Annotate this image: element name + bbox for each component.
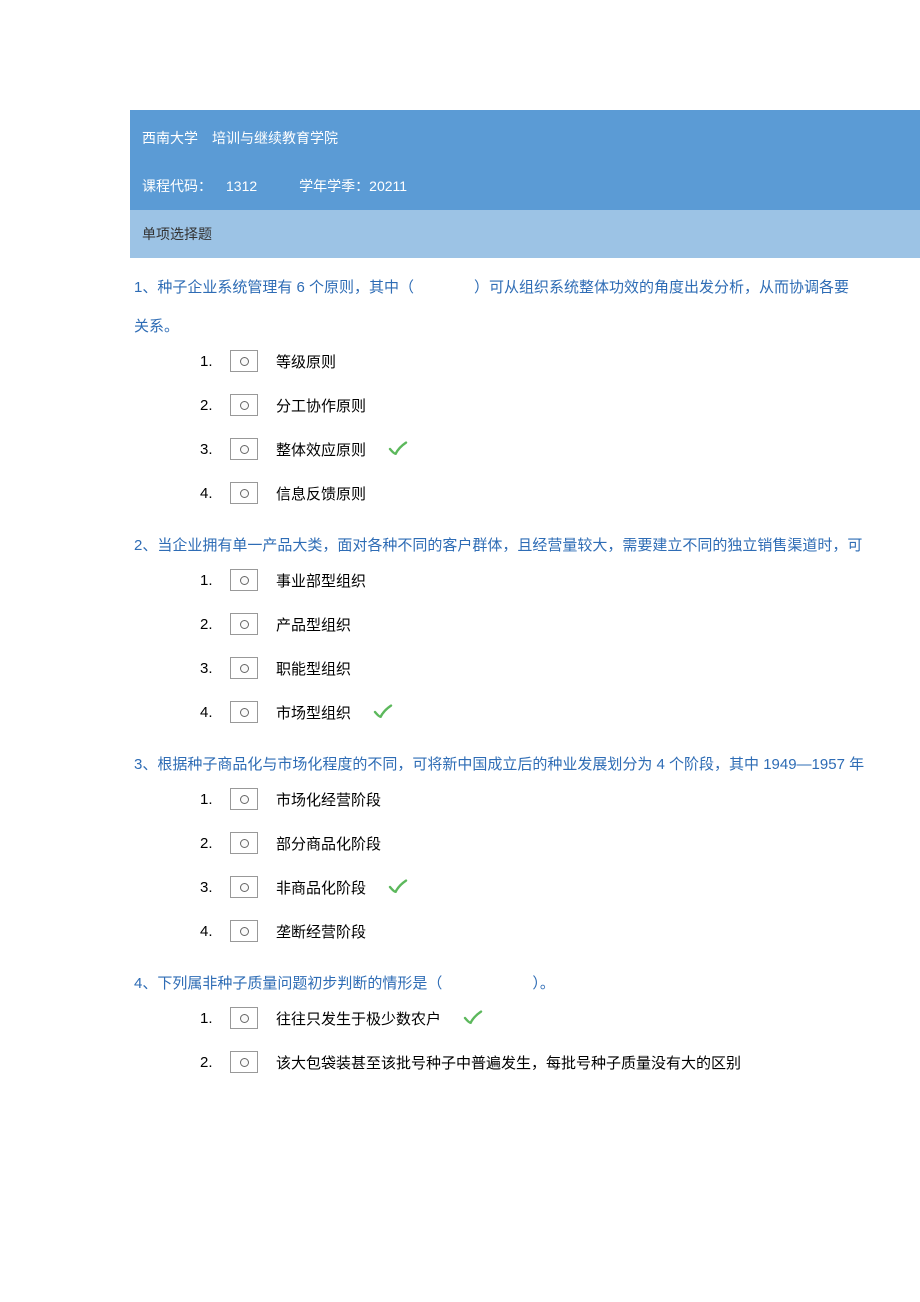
- radio-circle-icon: [240, 839, 249, 848]
- option-row: 2. 产品型组织: [200, 613, 920, 635]
- option-row: 2. 分工协作原则: [200, 394, 920, 416]
- checkmark-icon: [463, 1010, 483, 1026]
- radio-circle-icon: [240, 1058, 249, 1067]
- option-label: 整体效应原则: [276, 439, 366, 460]
- option-number: 4.: [200, 485, 230, 502]
- term-label: 学年学季：: [299, 176, 369, 196]
- option-number: 1.: [200, 353, 230, 370]
- radio-button[interactable]: [230, 832, 258, 854]
- option-number: 4.: [200, 923, 230, 940]
- radio-button[interactable]: [230, 701, 258, 723]
- checkmark-icon: [388, 879, 408, 895]
- options-list: 1. 事业部型组织 2. 产品型组织 3. 职能型组织 4. 市场型组织: [130, 569, 920, 723]
- radio-button[interactable]: [230, 482, 258, 504]
- radio-circle-icon: [240, 883, 249, 892]
- radio-button[interactable]: [230, 438, 258, 460]
- course-code-value: 1312: [226, 178, 257, 194]
- option-label: 职能型组织: [276, 658, 351, 679]
- question-text-line2: 关系。: [130, 307, 920, 346]
- option-label: 产品型组织: [276, 614, 351, 635]
- option-label: 市场型组织: [276, 702, 351, 723]
- option-label: 等级原则: [276, 351, 336, 372]
- question-text: 3、根据种子商品化与市场化程度的不同，可将新中国成立后的种业发展划分为 4 个阶…: [130, 745, 920, 784]
- option-number: 2.: [200, 835, 230, 852]
- section-title: 单项选择题: [142, 224, 212, 244]
- radio-button[interactable]: [230, 350, 258, 372]
- radio-button[interactable]: [230, 657, 258, 679]
- radio-circle-icon: [240, 927, 249, 936]
- course-code-label: 课程代码：: [142, 176, 212, 196]
- radio-button[interactable]: [230, 1051, 258, 1073]
- options-list: 1. 等级原则 2. 分工协作原则 3. 整体效应原则 4. 信息反馈原则: [130, 350, 920, 504]
- radio-circle-icon: [240, 1014, 249, 1023]
- question-text: 4、下列属非种子质量问题初步判断的情形是（ ）。: [130, 964, 920, 1003]
- radio-circle-icon: [240, 445, 249, 454]
- option-label: 往往只发生于极少数农户: [276, 1008, 441, 1029]
- radio-circle-icon: [240, 795, 249, 804]
- question-text: 2、当企业拥有单一产品大类，面对各种不同的客户群体，且经营量较大，需要建立不同的…: [130, 526, 920, 565]
- option-label: 信息反馈原则: [276, 483, 366, 504]
- radio-circle-icon: [240, 401, 249, 410]
- radio-button[interactable]: [230, 1007, 258, 1029]
- radio-circle-icon: [240, 664, 249, 673]
- option-label: 部分商品化阶段: [276, 833, 381, 854]
- option-label: 非商品化阶段: [276, 877, 366, 898]
- course-banner: 课程代码： 1312 学年学季： 20211: [130, 162, 920, 210]
- question-text: 1、种子企业系统管理有 6 个原则，其中（ ）可从组织系统整体功效的角度出发分析…: [130, 268, 920, 307]
- radio-button[interactable]: [230, 920, 258, 942]
- option-number: 1.: [200, 572, 230, 589]
- option-row: 2. 部分商品化阶段: [200, 832, 920, 854]
- institution-name: 西南大学 培训与继续教育学院: [142, 128, 338, 148]
- option-row: 1. 等级原则: [200, 350, 920, 372]
- option-number: 2.: [200, 1054, 230, 1071]
- radio-button[interactable]: [230, 394, 258, 416]
- option-label: 市场化经营阶段: [276, 789, 381, 810]
- option-label: 事业部型组织: [276, 570, 366, 591]
- checkmark-icon: [388, 441, 408, 457]
- option-row: 1. 往往只发生于极少数农户: [200, 1007, 920, 1029]
- option-number: 3.: [200, 660, 230, 677]
- checkmark-icon: [373, 704, 393, 720]
- option-row: 1. 事业部型组织: [200, 569, 920, 591]
- option-label: 分工协作原则: [276, 395, 366, 416]
- radio-circle-icon: [240, 576, 249, 585]
- option-row: 3. 整体效应原则: [200, 438, 920, 460]
- radio-button[interactable]: [230, 876, 258, 898]
- option-row: 1. 市场化经营阶段: [200, 788, 920, 810]
- term-value: 20211: [369, 178, 407, 194]
- option-label: 该大包袋装甚至该批号种子中普遍发生，每批号种子质量没有大的区别: [276, 1052, 741, 1073]
- radio-circle-icon: [240, 620, 249, 629]
- options-list: 1. 往往只发生于极少数农户 2. 该大包袋装甚至该批号种子中普遍发生，每批号种子质量…: [130, 1007, 920, 1073]
- radio-circle-icon: [240, 708, 249, 717]
- option-number: 1.: [200, 791, 230, 808]
- option-row: 3. 职能型组织: [200, 657, 920, 679]
- radio-button[interactable]: [230, 569, 258, 591]
- radio-button[interactable]: [230, 788, 258, 810]
- option-row: 4. 垄断经营阶段: [200, 920, 920, 942]
- option-row: 3. 非商品化阶段: [200, 876, 920, 898]
- option-row: 2. 该大包袋装甚至该批号种子中普遍发生，每批号种子质量没有大的区别: [200, 1051, 920, 1073]
- option-number: 3.: [200, 879, 230, 896]
- option-label: 垄断经营阶段: [276, 921, 366, 942]
- institution-banner: 西南大学 培训与继续教育学院: [130, 110, 920, 162]
- option-number: 1.: [200, 1010, 230, 1027]
- option-number: 4.: [200, 704, 230, 721]
- option-row: 4. 信息反馈原则: [200, 482, 920, 504]
- option-row: 4. 市场型组织: [200, 701, 920, 723]
- option-number: 3.: [200, 441, 230, 458]
- radio-circle-icon: [240, 489, 249, 498]
- section-banner: 单项选择题: [130, 210, 920, 258]
- option-number: 2.: [200, 397, 230, 414]
- option-number: 2.: [200, 616, 230, 633]
- radio-circle-icon: [240, 357, 249, 366]
- options-list: 1. 市场化经营阶段 2. 部分商品化阶段 3. 非商品化阶段 4. 垄断经营阶段: [130, 788, 920, 942]
- radio-button[interactable]: [230, 613, 258, 635]
